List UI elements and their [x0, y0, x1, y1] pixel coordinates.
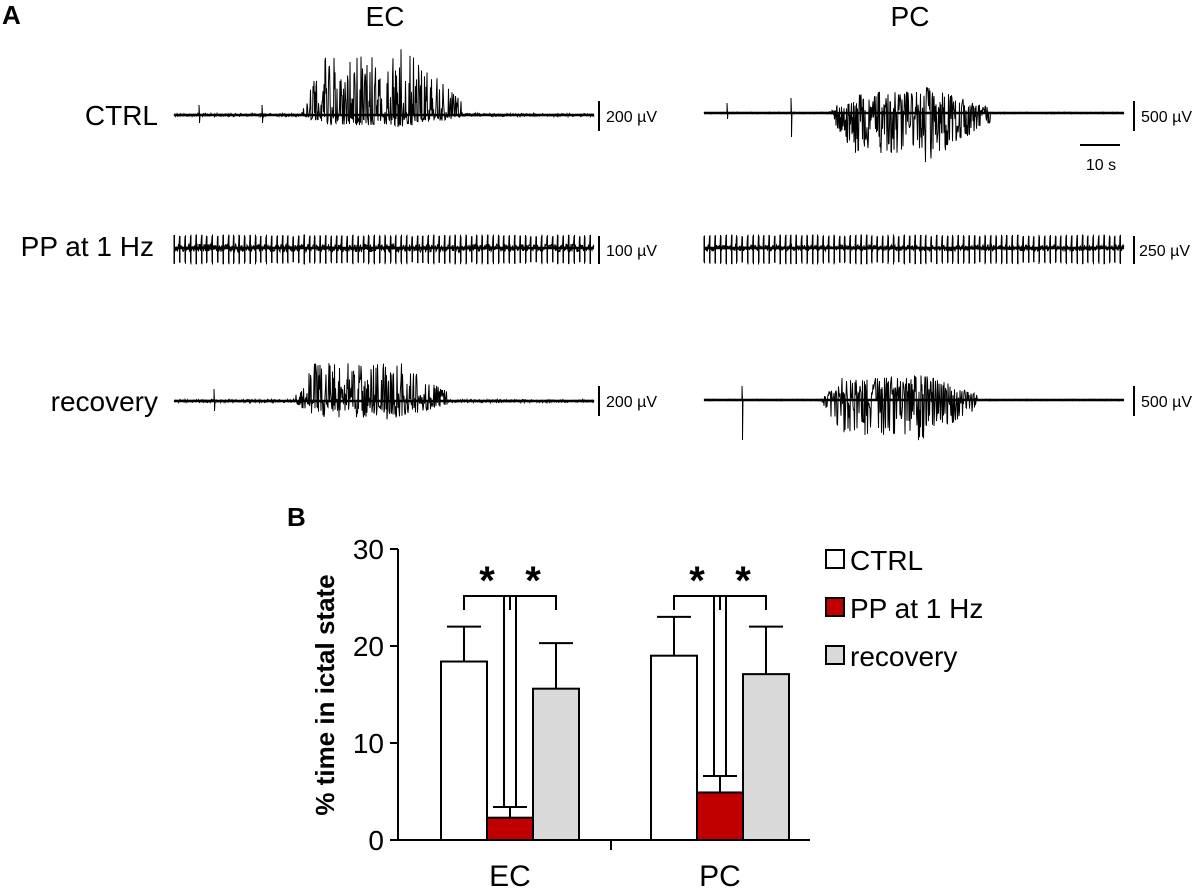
y-tick-label: 20	[353, 631, 384, 662]
y-tick-label: 10	[353, 728, 384, 759]
y-tick-label: 30	[353, 534, 384, 565]
legend-swatch-pp-at-1-hz	[825, 597, 845, 617]
significance-marker: *	[525, 559, 541, 603]
scale-label-ec-recovery: 200 µV	[606, 394, 657, 411]
legend-swatch-ctrl	[825, 549, 845, 569]
trace-pc-ctrl	[703, 87, 1125, 163]
eeg-traces	[173, 49, 1125, 441]
bar-chart: 0 10 20 30 EC PC * * * *	[353, 534, 810, 891]
significance-marker: *	[689, 559, 705, 603]
trace-pc-pp	[703, 234, 1125, 265]
panel-a: A EC PC CTRL PP at 1 Hz recovery 200 µV …	[2, 0, 1192, 441]
bar-ec-recovery	[532, 687, 580, 841]
scale-label-ec-pp: 100 µV	[606, 243, 657, 260]
bracket-line	[719, 595, 767, 610]
bar-pc-ctrl	[650, 654, 698, 842]
row-label-recovery: recovery	[51, 386, 158, 417]
legend-label: PP at 1 Hz	[850, 593, 983, 624]
y-tick-label: 0	[368, 825, 384, 856]
column-label-ec: EC	[366, 1, 405, 32]
legend: CTRL PP at 1 Hz recovery	[825, 545, 983, 672]
scale-bars	[598, 101, 1135, 416]
scale-label-pc-pp: 250 µV	[1139, 243, 1190, 260]
scale-label-pc-ctrl: 500 µV	[1141, 109, 1192, 126]
trace-ec-recovery	[173, 363, 595, 420]
time-scale-label: 10 s	[1086, 157, 1116, 174]
scale-label-ec-ctrl: 200 µV	[606, 109, 657, 126]
bracket-line	[509, 595, 557, 610]
trace-pc-recovery	[703, 375, 1124, 441]
panel-a-label: A	[2, 0, 21, 30]
legend-swatch-recovery	[825, 645, 845, 665]
panel-b-label: B	[287, 502, 306, 532]
bar-pc-pp-at-1-hz	[696, 791, 744, 841]
trace-ec-pp	[173, 234, 595, 265]
scale-label-pc-recovery: 500 µV	[1141, 394, 1192, 411]
bar-ec-ctrl	[440, 660, 488, 842]
bar-ec-pp-at-1-hz	[486, 816, 534, 842]
column-label-pc: PC	[891, 1, 930, 32]
significance-bracket: *	[719, 559, 767, 610]
y-axis-label: % time in ictal state	[310, 574, 340, 815]
x-tick-label-ec: EC	[489, 860, 531, 891]
significance-bracket: *	[509, 559, 557, 610]
legend-label: CTRL	[850, 545, 923, 576]
significance-marker: *	[735, 559, 751, 603]
row-label-pp: PP at 1 Hz	[21, 231, 154, 262]
bar-pc-recovery	[742, 673, 790, 841]
row-label-ctrl: CTRL	[85, 100, 158, 131]
x-tick-label-pc: PC	[699, 860, 741, 891]
significance-marker: *	[479, 559, 495, 603]
legend-label: recovery	[850, 641, 957, 672]
